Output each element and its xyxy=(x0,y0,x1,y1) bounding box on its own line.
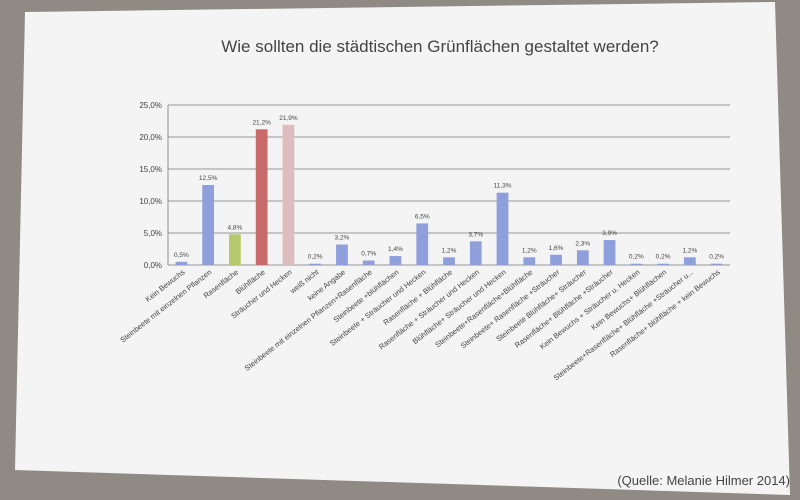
bar xyxy=(336,244,348,265)
value-label: 0,7% xyxy=(361,251,376,258)
value-label: 4,8% xyxy=(227,224,242,231)
value-label: 1,2% xyxy=(522,247,537,254)
bar xyxy=(229,234,241,265)
value-label: 0,5% xyxy=(174,252,189,259)
value-label: 3,2% xyxy=(335,235,350,242)
value-label: 21,9% xyxy=(279,115,298,122)
bar xyxy=(175,261,188,265)
bar xyxy=(710,263,723,265)
value-label: 3,9% xyxy=(602,230,617,237)
bar xyxy=(683,257,696,265)
value-label: 0,2% xyxy=(656,254,671,261)
value-label: 1,4% xyxy=(388,246,403,253)
bar xyxy=(550,254,562,265)
y-tick-label: 0,0% xyxy=(144,261,162,270)
chart-title: Wie sollten die städtischen Grünflächen … xyxy=(221,37,659,56)
bar xyxy=(443,257,455,265)
y-tick-label: 5,0% xyxy=(144,229,162,238)
value-label: 21,2% xyxy=(252,119,271,126)
y-tick-label: 15,0% xyxy=(139,165,162,174)
bar xyxy=(416,223,429,265)
value-label: 3,7% xyxy=(468,231,483,238)
bar xyxy=(362,260,375,265)
bar xyxy=(576,250,589,265)
source: (Quelle: Melanie Hilmer 2014) xyxy=(617,473,790,488)
y-tick-label: 20,0% xyxy=(139,133,162,142)
y-tick-label: 25,0% xyxy=(139,101,162,110)
bar xyxy=(630,263,643,265)
value-label: 0,2% xyxy=(709,254,724,261)
value-label: 0,2% xyxy=(308,254,323,261)
value-label: 11,3% xyxy=(494,183,512,190)
bar xyxy=(309,263,322,265)
bar xyxy=(603,240,616,265)
bar xyxy=(469,241,482,265)
value-label: 1,2% xyxy=(442,247,457,254)
y-tick-label: 10,0% xyxy=(139,197,162,206)
bar xyxy=(389,256,402,265)
bar xyxy=(255,129,268,265)
value-label: 6,5% xyxy=(415,213,430,220)
value-label: 1,6% xyxy=(549,245,564,252)
bar xyxy=(202,185,215,265)
value-label: 1,2% xyxy=(682,247,697,254)
value-label: 12,5% xyxy=(199,175,218,182)
bar xyxy=(282,124,295,265)
bar xyxy=(496,192,509,265)
value-label: 0,2% xyxy=(629,254,644,261)
bar xyxy=(523,257,536,265)
bar xyxy=(657,263,669,265)
value-label: 2,3% xyxy=(575,240,590,247)
slide xyxy=(15,2,790,495)
